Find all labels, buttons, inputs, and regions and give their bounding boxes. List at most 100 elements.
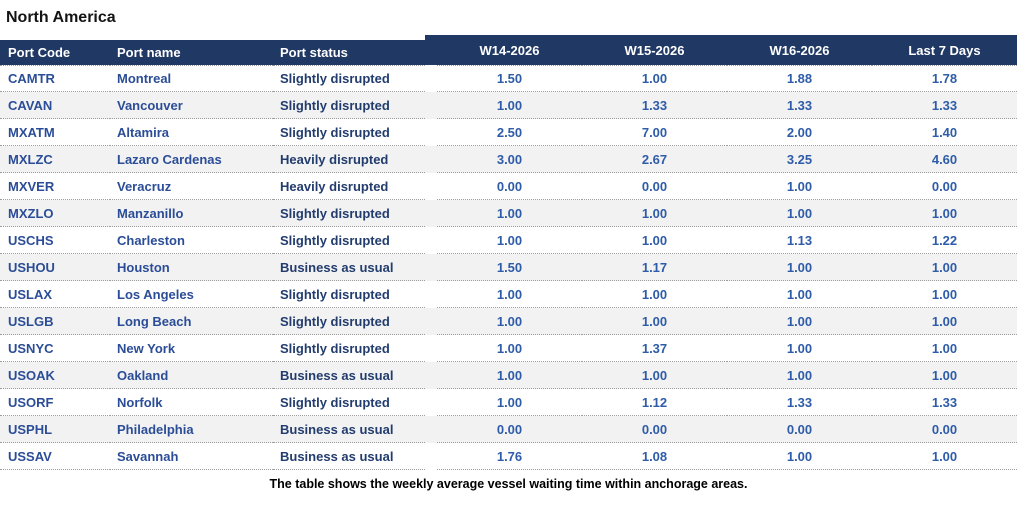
port-status-cell: Slightly disrupted: [273, 200, 425, 227]
port-status-cell: Business as usual: [273, 443, 425, 470]
value-cell-week-1: 1.00: [437, 335, 582, 362]
table-row: MXLZC Lazaro Cardenas Heavily disrupted 3.0…: [0, 146, 1017, 173]
column-header-port-code: Port Code: [0, 35, 110, 65]
port-name-cell: Norfolk: [110, 389, 273, 416]
table-row: USCHS Charleston Slightly disrupted 1.00 1.0…: [0, 227, 1017, 254]
value-cell-last7days: 1.33: [872, 92, 1017, 119]
value-cell-week-2: 1.00: [582, 65, 727, 92]
value-cell-week-2: 7.00: [582, 119, 727, 146]
value-cell-week-2: 1.12: [582, 389, 727, 416]
port-name-cell: Montreal: [110, 65, 273, 92]
value-cell-week-1: 1.00: [437, 92, 582, 119]
value-cell-week-1: 1.76: [437, 443, 582, 470]
port-name-cell: Manzanillo: [110, 200, 273, 227]
column-gap: [425, 389, 437, 416]
table-row: USPHL Philadelphia Business as usual 0.00 0.…: [0, 416, 1017, 443]
value-cell-week-2: 1.00: [582, 200, 727, 227]
port-status-cell: Slightly disrupted: [273, 335, 425, 362]
port-status-cell: Slightly disrupted: [273, 119, 425, 146]
column-header-week-3: W16-2026: [727, 35, 872, 65]
port-name-cell: Savannah: [110, 443, 273, 470]
value-cell-week-1: 1.00: [437, 281, 582, 308]
port-code-cell: USORF: [0, 389, 110, 416]
port-name-cell: New York: [110, 335, 273, 362]
port-name-cell: Lazaro Cardenas: [110, 146, 273, 173]
value-cell-week-3: 1.00: [727, 173, 872, 200]
table-row: USSAV Savannah Business as usual 1.76 1.08 1.…: [0, 443, 1017, 470]
port-status-cell: Heavily disrupted: [273, 173, 425, 200]
value-cell-week-3: 1.00: [727, 362, 872, 389]
value-cell-week-3: 1.00: [727, 335, 872, 362]
port-name-cell: Philadelphia: [110, 416, 273, 443]
value-cell-last7days: 1.00: [872, 443, 1017, 470]
port-status-cell: Slightly disrupted: [273, 65, 425, 92]
value-cell-week-2: 1.00: [582, 308, 727, 335]
column-header-port-status: Port status: [273, 35, 425, 65]
value-cell-week-3: 1.00: [727, 281, 872, 308]
column-gap: [425, 92, 437, 119]
value-cell-week-1: 1.00: [437, 227, 582, 254]
column-header-week-2: W15-2026: [582, 35, 727, 65]
port-code-cell: USNYC: [0, 335, 110, 362]
port-name-cell: Altamira: [110, 119, 273, 146]
value-cell-week-1: 1.00: [437, 308, 582, 335]
region-title: North America: [6, 9, 116, 26]
column-gap: [425, 308, 437, 335]
value-cell-week-3: 1.13: [727, 227, 872, 254]
table-row: USHOU Houston Business as usual 1.50 1.17 1.0…: [0, 254, 1017, 281]
column-gap: [425, 362, 437, 389]
column-header-week-1: W14-2026: [437, 35, 582, 65]
value-cell-last7days: 1.33: [872, 389, 1017, 416]
value-cell-week-3: 1.00: [727, 200, 872, 227]
value-cell-week-1: 0.00: [437, 173, 582, 200]
column-gap: [425, 146, 437, 173]
value-cell-week-2: 0.00: [582, 416, 727, 443]
value-cell-last7days: 1.78: [872, 65, 1017, 92]
port-status-cell: Slightly disrupted: [273, 92, 425, 119]
value-cell-week-3: 1.33: [727, 92, 872, 119]
value-cell-week-2: 2.67: [582, 146, 727, 173]
port-code-cell: MXLZC: [0, 146, 110, 173]
port-code-cell: USSAV: [0, 443, 110, 470]
port-name-cell: Los Angeles: [110, 281, 273, 308]
port-waiting-time-panel: North America Port Code Port name Port s…: [0, 8, 1017, 508]
port-code-cell: USPHL: [0, 416, 110, 443]
table-row: USLGB Long Beach Slightly disrupted 1.00 1.0…: [0, 308, 1017, 335]
value-cell-week-1: 1.50: [437, 254, 582, 281]
column-gap: [425, 443, 437, 470]
port-code-cell: MXATM: [0, 119, 110, 146]
port-code-cell: USLAX: [0, 281, 110, 308]
column-gap: [425, 173, 437, 200]
column-gap: [425, 227, 437, 254]
value-cell-last7days: 4.60: [872, 146, 1017, 173]
port-code-cell: MXZLO: [0, 200, 110, 227]
port-status-cell: Business as usual: [273, 362, 425, 389]
table-row: CAMTR Montreal Slightly disrupted 1.50 1.00 1…: [0, 65, 1017, 92]
column-gap: [425, 416, 437, 443]
table-row: MXZLO Manzanillo Slightly disrupted 1.00 1.0…: [0, 200, 1017, 227]
value-cell-week-2: 1.08: [582, 443, 727, 470]
value-cell-week-1: 1.00: [437, 362, 582, 389]
value-cell-last7days: 1.00: [872, 362, 1017, 389]
column-gap: [425, 200, 437, 227]
table-row: CAVAN Vancouver Slightly disrupted 1.00 1.33…: [0, 92, 1017, 119]
column-header-last7days: Last 7 Days: [872, 35, 1017, 65]
value-cell-week-2: 1.00: [582, 227, 727, 254]
column-gap: [425, 35, 437, 65]
value-cell-week-1: 0.00: [437, 416, 582, 443]
value-cell-last7days: 0.00: [872, 416, 1017, 443]
value-cell-week-1: 1.00: [437, 389, 582, 416]
table-caption: The table shows the weekly average vesse…: [269, 477, 748, 491]
table-row: USNYC New York Slightly disrupted 1.00 1.37 1…: [0, 335, 1017, 362]
value-cell-week-3: 1.00: [727, 443, 872, 470]
column-gap: [425, 65, 437, 92]
value-cell-week-2: 1.00: [582, 362, 727, 389]
value-cell-week-2: 1.17: [582, 254, 727, 281]
port-status-cell: Slightly disrupted: [273, 281, 425, 308]
value-cell-last7days: 1.00: [872, 254, 1017, 281]
value-cell-week-2: 0.00: [582, 173, 727, 200]
column-gap: [425, 119, 437, 146]
value-cell-week-1: 1.00: [437, 200, 582, 227]
port-status-cell: Slightly disrupted: [273, 227, 425, 254]
port-name-cell: Oakland: [110, 362, 273, 389]
